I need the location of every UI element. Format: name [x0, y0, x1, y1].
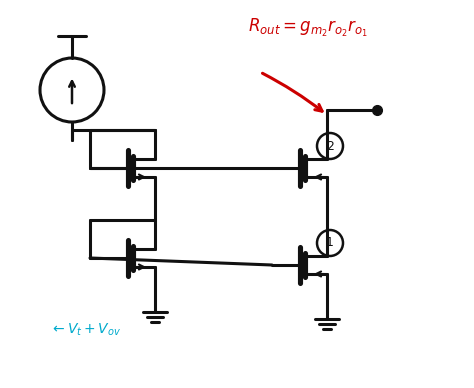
Text: $R_{out}=g_{m_2}r_{o_2}r_{o_1}$: $R_{out}=g_{m_2}r_{o_2}r_{o_1}$ [248, 17, 368, 39]
Text: 1: 1 [326, 237, 334, 249]
Text: $\leftarrow V_t + V_{ov}$: $\leftarrow V_t + V_{ov}$ [50, 322, 121, 338]
Text: 2: 2 [326, 140, 334, 152]
